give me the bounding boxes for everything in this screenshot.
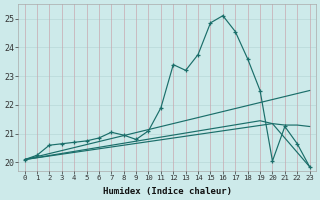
X-axis label: Humidex (Indice chaleur): Humidex (Indice chaleur) (103, 187, 232, 196)
